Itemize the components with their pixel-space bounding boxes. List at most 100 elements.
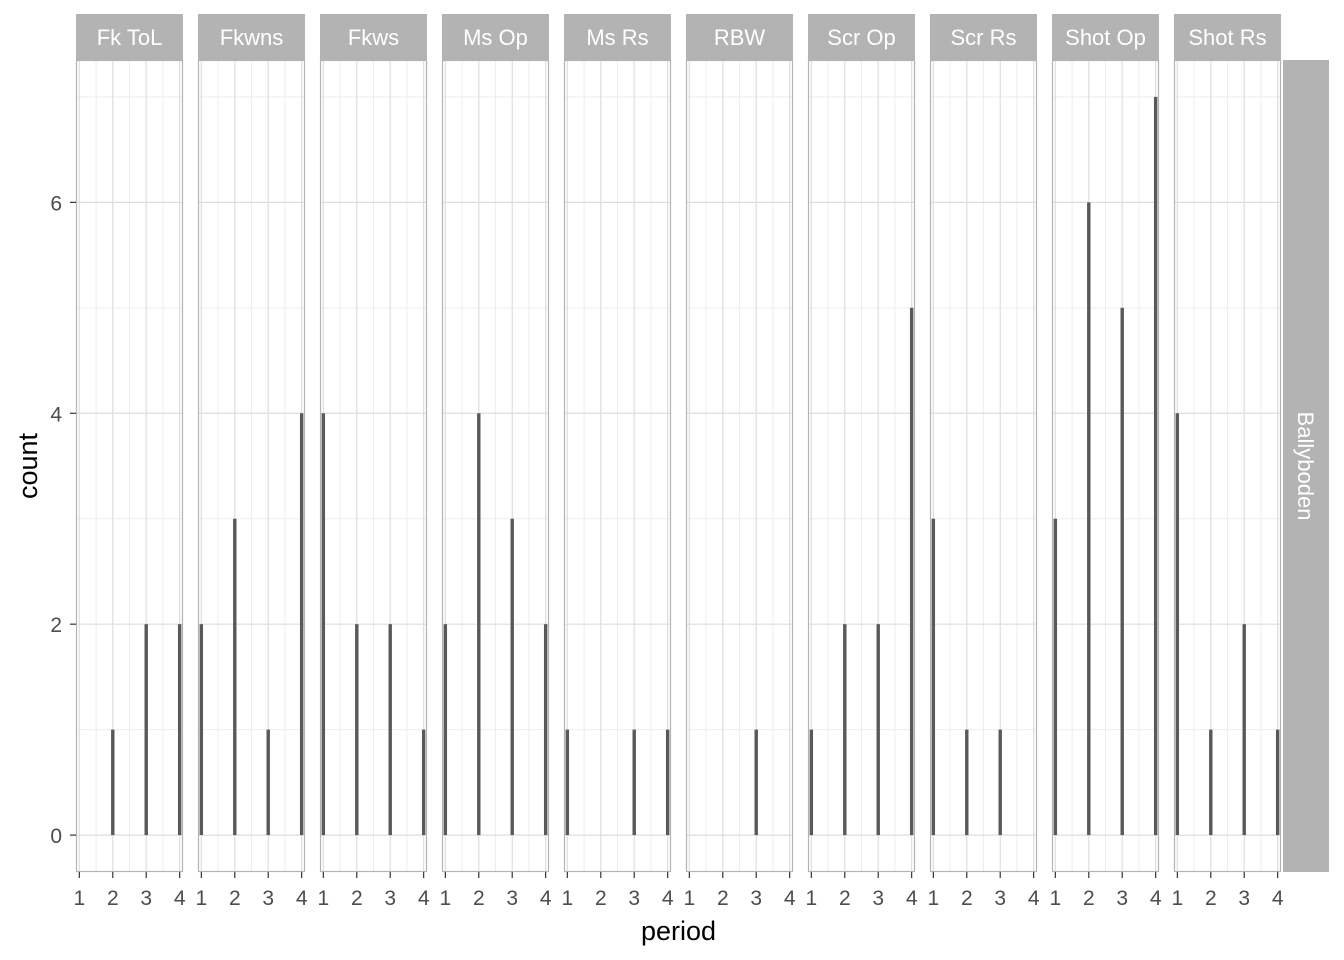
bar	[665, 729, 670, 836]
bar	[931, 518, 936, 836]
x-tick-label: 4	[540, 887, 552, 910]
x-tick-label: 3	[994, 887, 1006, 910]
panel: Fkws 1 2 3 4	[318, 14, 430, 910]
y-axis: 0 2 4 6	[50, 192, 76, 848]
bar	[565, 729, 570, 836]
x-tick-label: 3	[750, 887, 762, 910]
x-tick-label: 1	[318, 887, 330, 910]
bar	[477, 413, 481, 836]
y-tick-label: 2	[50, 614, 62, 637]
strip-background	[320, 14, 427, 60]
x-tick-label: 1	[74, 887, 86, 910]
x-tick-label: 4	[1272, 887, 1284, 910]
strip-background	[808, 14, 915, 60]
bar	[443, 624, 448, 836]
strip-label: Scr Op	[827, 25, 895, 50]
strip-background	[76, 14, 183, 60]
x-tick-label: 2	[839, 887, 851, 910]
panel: Ms Op 1 2 3 4	[440, 14, 552, 910]
x-tick-label: 2	[717, 887, 729, 910]
panel-border	[929, 59, 1038, 873]
strip-background	[564, 14, 671, 60]
panel-border	[197, 59, 306, 873]
y-tick-label: 0	[50, 825, 62, 848]
x-tick-label: 2	[961, 887, 973, 910]
panel: Scr Rs 1 2 3 4	[928, 14, 1040, 910]
bar	[809, 729, 814, 836]
strip-background	[198, 14, 305, 60]
row-strip: Ballyboden	[1283, 60, 1329, 872]
strip-label: RBW	[714, 25, 766, 50]
bar	[965, 729, 969, 836]
strip-background	[930, 14, 1037, 60]
bar	[876, 624, 880, 836]
bar	[909, 307, 914, 836]
bar	[1175, 413, 1180, 836]
panel-border	[441, 59, 550, 873]
x-tick-label: 2	[229, 887, 241, 910]
x-tick-label: 2	[595, 887, 607, 910]
y-tick-label: 4	[50, 403, 62, 426]
strip-label: Scr Rs	[951, 25, 1017, 50]
x-tick-label: 2	[473, 887, 485, 910]
panel-border	[1173, 59, 1282, 873]
bar	[632, 729, 636, 836]
bar	[510, 518, 514, 836]
x-tick-label: 4	[662, 887, 674, 910]
x-tick-label: 4	[1028, 887, 1040, 910]
x-tick-label: 3	[384, 887, 396, 910]
bar	[299, 413, 304, 836]
panel-border	[807, 59, 916, 873]
x-tick-label: 2	[107, 887, 119, 910]
panel-border	[685, 59, 794, 873]
panel-border	[319, 59, 428, 873]
x-tick-label: 2	[1205, 887, 1217, 910]
x-tick-label: 1	[562, 887, 574, 910]
strip-label: Shot Op	[1065, 25, 1146, 50]
bar	[321, 413, 326, 836]
panel-border	[1051, 59, 1160, 873]
strip-background	[686, 14, 793, 60]
x-tick-label: 4	[784, 887, 796, 910]
x-tick-label: 4	[174, 887, 186, 910]
bar	[1209, 729, 1213, 836]
bar	[388, 624, 392, 836]
panel: Shot Rs 1 2 3 4	[1172, 14, 1284, 910]
panel: Fk ToL 1 2 3 4	[74, 14, 186, 910]
x-tick-label: 1	[196, 887, 208, 910]
panel: RBW 1 2 3 4	[684, 14, 796, 910]
bar	[1153, 96, 1158, 836]
x-tick-label: 4	[906, 887, 918, 910]
y-axis-title: count	[13, 432, 43, 499]
bar	[1053, 518, 1058, 836]
x-tick-label: 4	[418, 887, 430, 910]
x-axis-title: period	[641, 916, 716, 946]
x-tick-label: 3	[1238, 887, 1250, 910]
strip-label: Ms Op	[463, 25, 528, 50]
bar	[1120, 307, 1124, 836]
strip-label: Fkwns	[220, 25, 284, 50]
strip-label: Fkws	[348, 25, 399, 50]
x-tick-label: 4	[296, 887, 308, 910]
row-strip-label: Ballyboden	[1293, 412, 1318, 521]
x-tick-label: 4	[1150, 887, 1162, 910]
x-tick-label: 3	[140, 887, 152, 910]
strip-label: Shot Rs	[1188, 25, 1266, 50]
y-tick-label: 6	[50, 192, 62, 215]
x-tick-label: 1	[806, 887, 818, 910]
strip-background	[1052, 14, 1159, 60]
bar	[1242, 624, 1246, 836]
bar	[355, 624, 359, 836]
bar	[266, 729, 270, 836]
x-tick-label: 1	[684, 887, 696, 910]
x-tick-label: 3	[1116, 887, 1128, 910]
panel-border	[563, 59, 672, 873]
strip-label: Fk ToL	[97, 25, 163, 50]
panel: Scr Op 1 2 3 4	[806, 14, 918, 910]
bar	[233, 518, 237, 836]
panel-border	[75, 59, 184, 873]
panel: Shot Op 1 2 3 4	[1050, 14, 1162, 910]
strip-background	[1174, 14, 1281, 60]
